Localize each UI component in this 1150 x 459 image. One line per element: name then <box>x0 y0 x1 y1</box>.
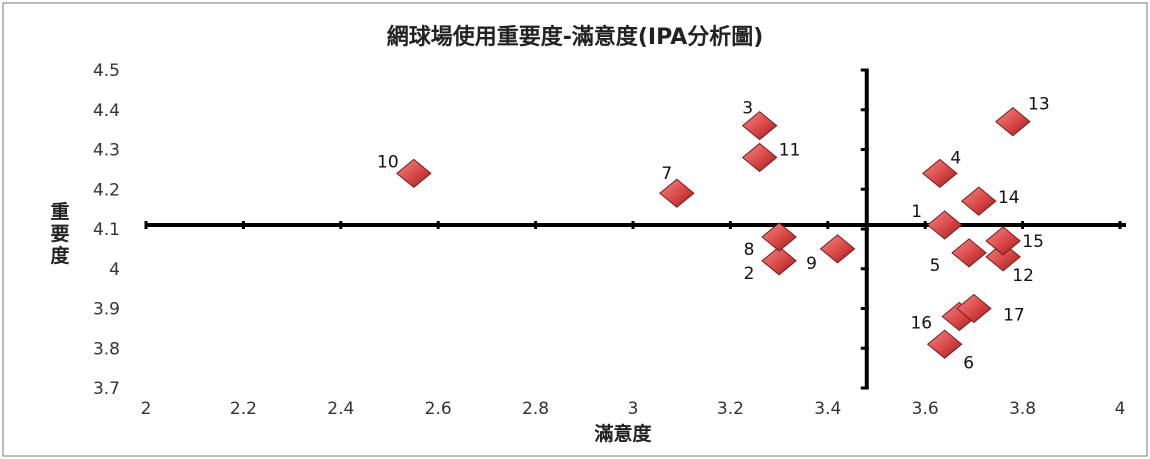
point-label-14: 14 <box>998 188 1020 208</box>
data-point-4 <box>922 158 958 188</box>
x-tick-label: 3.4 <box>814 399 841 419</box>
chart-title: 網球場使用重要度-滿意度(IPA分析圖) <box>387 24 764 50</box>
data-point-3 <box>741 111 778 141</box>
y-tick-label: 3.8 <box>93 339 120 359</box>
x-tick-label: 2.6 <box>425 399 452 419</box>
x-tick-labels: 2 2.2 2.4 2.6 2.8 3 3.2 3.4 3.6 3.8 4 <box>141 399 1126 419</box>
point-label-3: 3 <box>742 99 753 119</box>
y-axis-title: 重要度 <box>50 201 70 267</box>
y-tick-label: 4.3 <box>93 141 120 161</box>
data-point-15 <box>985 226 1021 256</box>
data-point-1 <box>926 210 963 240</box>
data-point-11 <box>741 142 778 173</box>
data-point-5 <box>951 238 987 268</box>
point-label-13: 13 <box>1028 95 1050 115</box>
data-point-8 <box>761 222 797 252</box>
data-point-9 <box>819 234 856 264</box>
x-tick-label: 2.8 <box>522 399 549 419</box>
x-tick-label: 2.2 <box>230 399 257 419</box>
point-label-4: 4 <box>950 148 961 168</box>
data-point-17 <box>956 293 992 324</box>
y-tick-label: 3.9 <box>93 300 120 320</box>
y-tick-label: 4.4 <box>93 101 120 121</box>
data-points <box>396 107 1031 359</box>
point-label-5: 5 <box>930 256 941 276</box>
data-point-2 <box>761 246 797 276</box>
x-tick-label: 2 <box>141 399 152 419</box>
y-tick-label: 4.5 <box>93 61 120 81</box>
y-tick-label: 3.7 <box>93 379 120 399</box>
x-tick-label: 3.2 <box>717 399 744 419</box>
y-tick-label: 4 <box>109 260 120 280</box>
point-label-1: 1 <box>911 202 922 222</box>
y-tick-label: 4.2 <box>93 180 120 200</box>
x-tick-label: 3.6 <box>912 399 939 419</box>
x-axis-title: 滿意度 <box>594 422 652 445</box>
data-point-7 <box>659 178 695 208</box>
point-label-7: 7 <box>661 164 672 184</box>
data-point-10 <box>396 158 432 188</box>
point-label-11: 11 <box>779 140 801 160</box>
point-label-8: 8 <box>744 240 755 260</box>
data-point-6 <box>926 329 963 359</box>
quadrant-axes <box>144 68 1126 390</box>
point-label-9: 9 <box>806 254 817 274</box>
x-tick-label: 3 <box>628 399 639 419</box>
y-tick-label: 4.1 <box>93 220 120 240</box>
data-point-12 <box>985 242 1021 272</box>
data-point-13 <box>995 107 1031 137</box>
x-tick-label: 2.4 <box>327 399 354 419</box>
point-label-12: 12 <box>1012 266 1034 286</box>
point-label-16: 16 <box>910 313 932 333</box>
point-label-2: 2 <box>744 264 755 284</box>
point-label-15: 15 <box>1022 232 1044 252</box>
x-tick-label: 3.8 <box>1009 399 1036 419</box>
point-label-6: 6 <box>963 353 974 373</box>
x-tick-label: 4 <box>1115 399 1126 419</box>
y-tick-labels: 3.7 3.8 3.9 4 4.1 4.2 4.3 4.4 4.5 <box>93 61 120 399</box>
point-label-10: 10 <box>377 152 399 172</box>
data-point-14 <box>960 186 997 216</box>
point-label-17: 17 <box>1003 306 1025 326</box>
